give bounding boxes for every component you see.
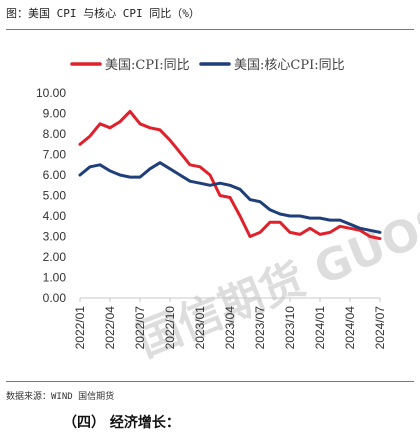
section-heading: （四） 经济增长： [63, 415, 180, 431]
figure-title: 图：美国 CPI 与核心 CPI 同比（%） [6, 7, 200, 20]
line-chart: 国信期货 GUOSEN 美国:CPI:同比 美国:核心CPI:同比 0.001.0… [36, 58, 420, 367]
x-axis: 2022/01 2022/04 2022/07 2022/10 2023/01 2023/… [73, 297, 387, 350]
x-tick-label: 2023/04 [223, 306, 237, 350]
y-tick-label: 3.00 [43, 230, 67, 244]
series-layer [78, 109, 382, 241]
y-tick-label: 0.00 [43, 291, 67, 305]
x-tick-label: 2024/01 [313, 306, 327, 350]
x-tick-label: 2022/04 [103, 306, 117, 350]
top-divider [6, 29, 414, 30]
legend-label: 美国:CPI:同比 [105, 58, 190, 73]
y-tick-label: 5.00 [43, 189, 67, 203]
y-tick-label: 9.00 [43, 107, 67, 121]
cpi-yoy-line [78, 109, 382, 241]
x-tick-label: 2024/07 [373, 306, 387, 350]
x-tick-label: 2022/07 [133, 306, 147, 350]
x-tick-label: 2023/10 [283, 306, 297, 350]
y-tick-label: 2.00 [43, 250, 67, 264]
core-cpi-yoy-line [78, 161, 382, 234]
y-axis: 0.00 1.00 2.00 3.00 4.00 5.00 6.00 7.00 8.00 9.00… [36, 86, 66, 305]
x-tick-label: 2022/10 [163, 306, 177, 350]
x-tick-label: 2022/01 [73, 306, 87, 350]
y-tick-label: 10.00 [36, 86, 66, 100]
y-tick-label: 1.00 [43, 271, 67, 285]
data-source-note: 数据来源：WIND 国信期货 [6, 392, 115, 402]
legend-label: 美国:核心CPI:同比 [234, 58, 345, 73]
x-tick-label: 2024/04 [343, 306, 357, 350]
x-tick-label: 2023/07 [253, 306, 267, 350]
y-tick-label: 6.00 [43, 168, 67, 182]
chart-legend: 美国:CPI:同比 美国:核心CPI:同比 [70, 58, 345, 73]
y-tick-label: 7.00 [43, 148, 67, 162]
y-tick-label: 8.00 [43, 127, 67, 141]
bottom-divider [6, 381, 414, 382]
x-tick-label: 2023/01 [193, 306, 207, 350]
y-tick-label: 4.00 [43, 209, 67, 223]
